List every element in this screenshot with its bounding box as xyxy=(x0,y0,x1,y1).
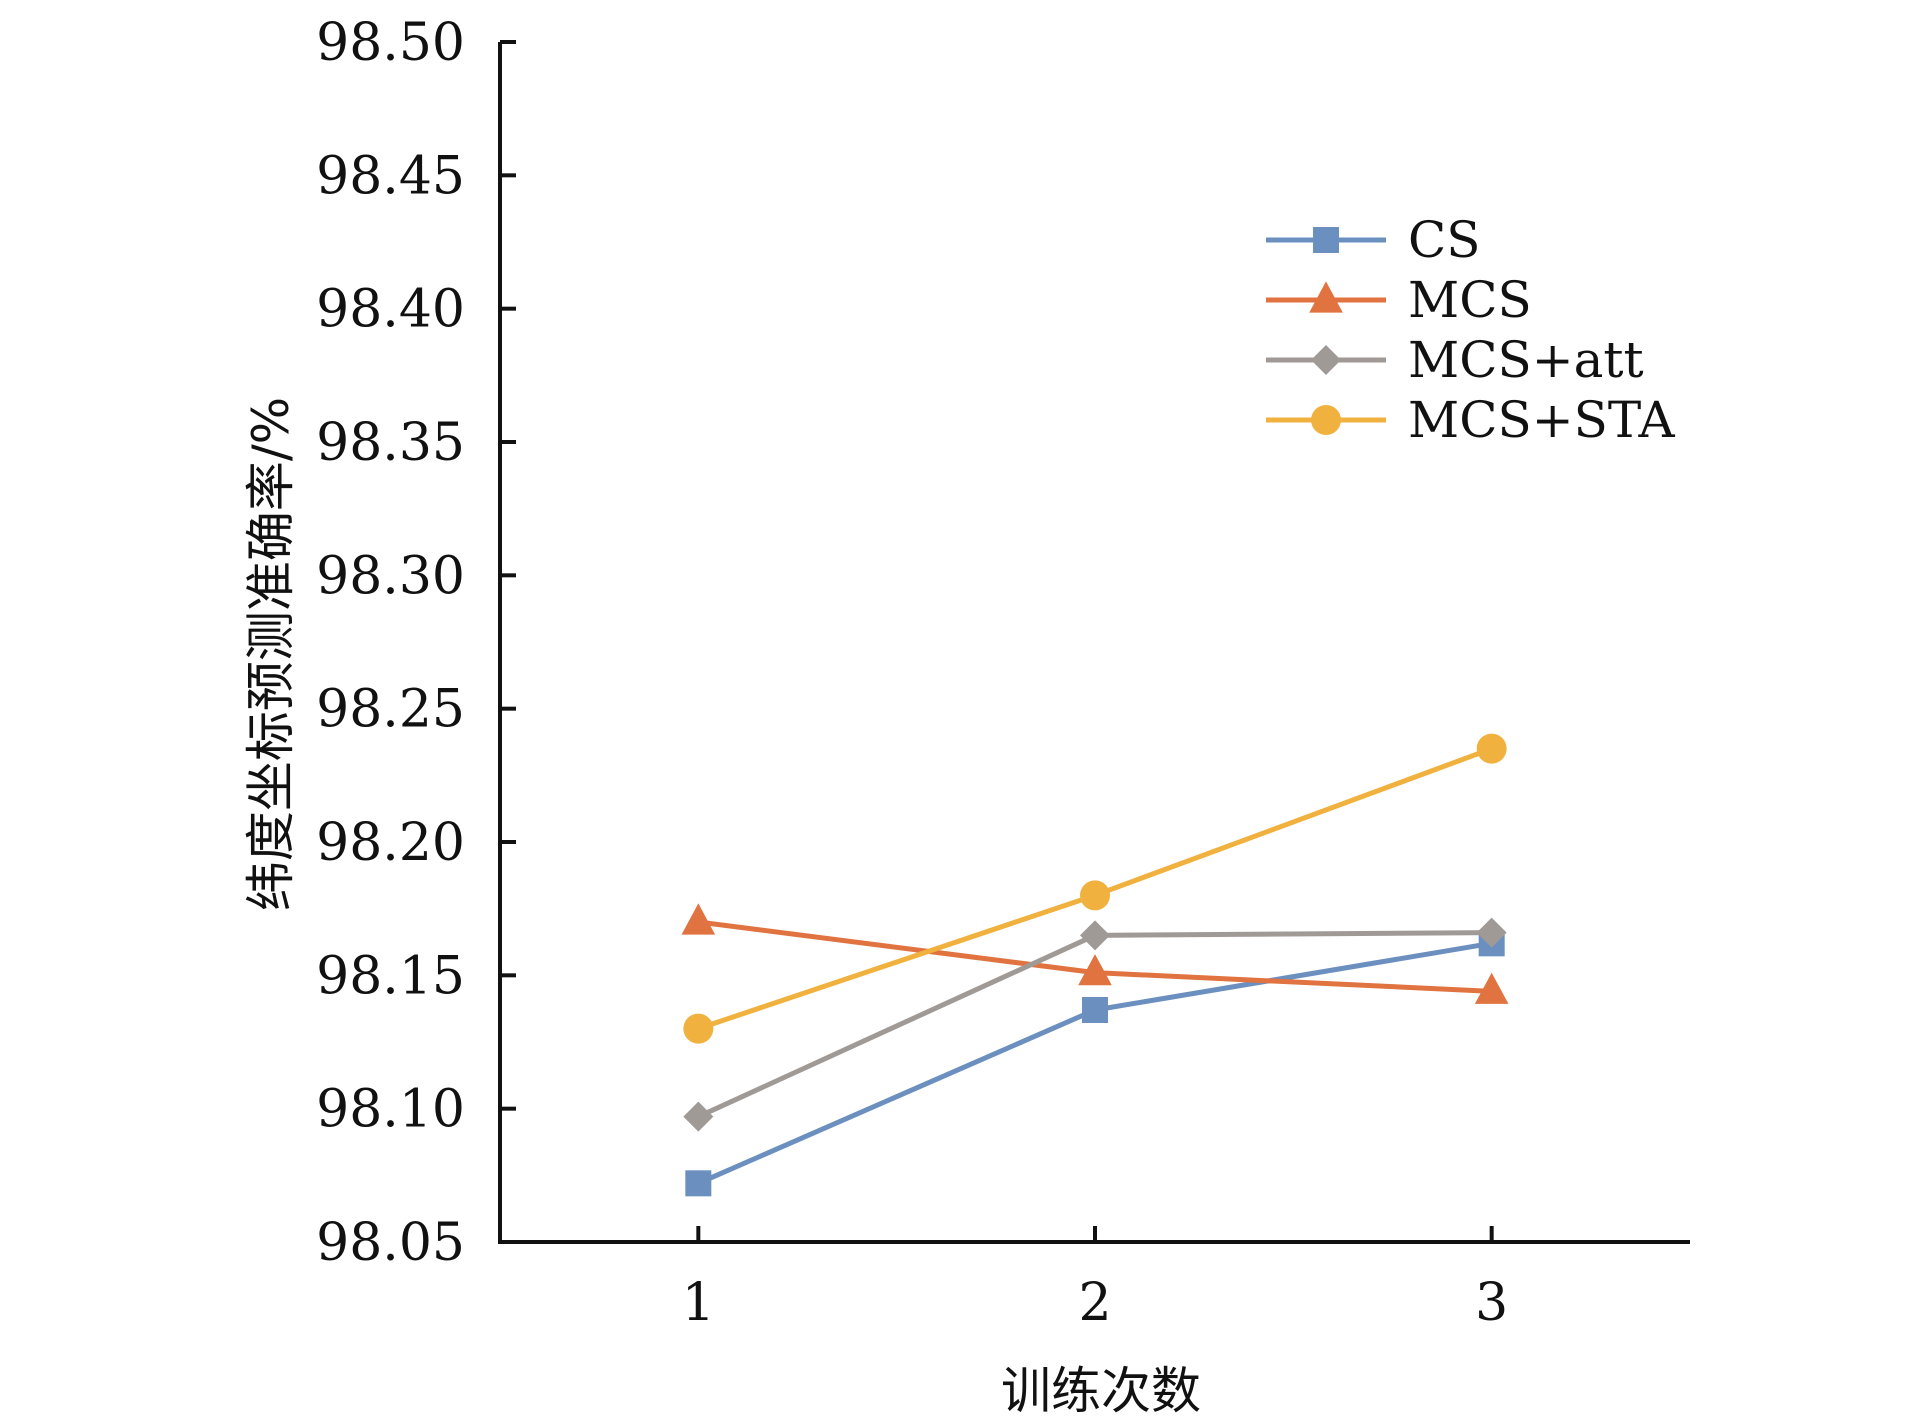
data-point-diamond xyxy=(1080,920,1110,951)
x-tick-label: 3 xyxy=(1475,1273,1508,1333)
y-axis-title: 纬度坐标预测准确率/% xyxy=(242,397,300,911)
data-point-square xyxy=(685,1170,712,1197)
legend-marker-triangle xyxy=(1309,281,1343,313)
y-tick-label: 98.35 xyxy=(316,413,465,473)
legend-marker-diamond xyxy=(1311,345,1341,375)
y-tick-label: 98.30 xyxy=(316,546,465,606)
y-tick-label: 98.10 xyxy=(316,1080,465,1140)
x-tick-label: 2 xyxy=(1078,1273,1111,1333)
y-tick-label: 98.25 xyxy=(316,680,465,740)
y-tick-label: 98.40 xyxy=(316,280,465,340)
data-point-circle xyxy=(1476,733,1507,764)
y-tick-label: 98.05 xyxy=(316,1213,465,1273)
legend-label: CS xyxy=(1408,211,1481,269)
legend-label: MCS+att xyxy=(1408,331,1644,389)
data-point-circle xyxy=(683,1013,714,1044)
legend-label: MCS xyxy=(1408,271,1532,329)
y-tick-label: 98.20 xyxy=(316,813,465,873)
data-point-diamond xyxy=(683,1101,714,1132)
data-point-square xyxy=(1082,997,1108,1023)
y-tick-label: 98.45 xyxy=(316,146,465,206)
data-point-triangle xyxy=(1078,954,1112,986)
data-point-triangle xyxy=(1474,972,1509,1004)
legend-marker-square xyxy=(1313,227,1339,253)
data-point-triangle xyxy=(681,903,716,935)
legend-marker-circle xyxy=(1311,405,1341,435)
y-tick-label: 98.15 xyxy=(316,946,465,1006)
x-axis-title: 训练次数 xyxy=(1001,1362,1201,1417)
legend-label: MCS+STA xyxy=(1408,391,1675,449)
data-point-circle xyxy=(1080,880,1110,911)
y-tick-label: 98.50 xyxy=(316,13,465,73)
series-markers xyxy=(681,733,1509,1197)
data-point-diamond xyxy=(1476,917,1507,948)
y-ticks: 98.05 98.10 98.15 98.20 98.25 98.30 98.35 98.40… xyxy=(316,13,516,1273)
axes xyxy=(498,42,1690,1244)
x-tick-label: 1 xyxy=(682,1273,715,1333)
x-ticks: 1 2 3 xyxy=(682,1226,1508,1333)
